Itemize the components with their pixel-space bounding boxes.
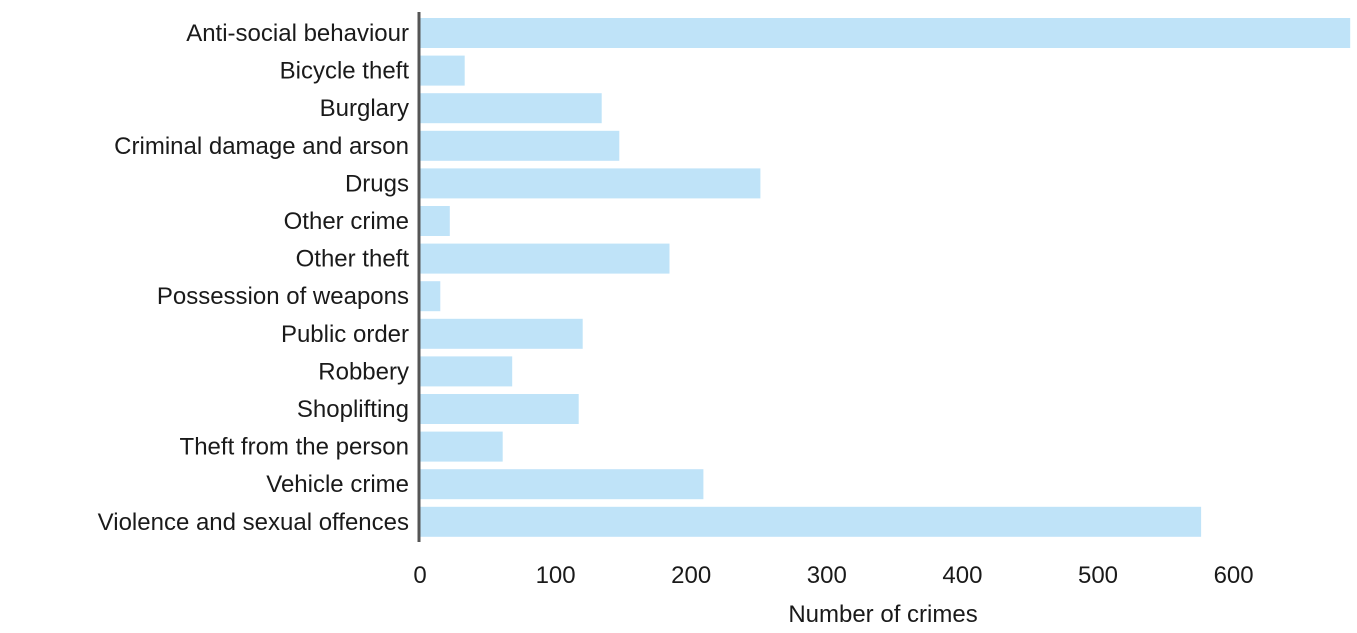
category-label-bicycle-theft: Bicycle theft (280, 58, 410, 85)
category-label-other-crime: Other crime (284, 208, 409, 235)
bar-anti-social-behaviour (420, 18, 1351, 48)
x-tick-label-0: 0 (413, 562, 426, 589)
x-tick-label-300: 300 (807, 562, 847, 589)
x-tick-label-500: 500 (1078, 562, 1118, 589)
category-label-drugs: Drugs (345, 170, 409, 197)
bar-public-order (420, 318, 583, 349)
x-tick-label-600: 600 (1214, 562, 1254, 589)
bar-burglary (420, 93, 602, 124)
bar-other-theft (420, 243, 670, 274)
bar-other-crime (420, 206, 450, 236)
bar-drugs (420, 168, 761, 199)
category-label-theft-from-the-person: Theft from the person (180, 434, 409, 461)
bar-bicycle-theft (420, 55, 465, 86)
bar-criminal-damage-and-arson (420, 130, 620, 161)
category-label-public-order: Public order (281, 321, 409, 348)
bar-theft-from-the-person (420, 431, 503, 462)
x-tick-label-200: 200 (671, 562, 711, 589)
bars-layer (420, 18, 1351, 537)
category-label-criminal-damage-and-arson: Criminal damage and arson (114, 133, 409, 160)
x-tick-label-100: 100 (536, 562, 576, 589)
category-label-robbery: Robbery (318, 358, 409, 385)
category-labels: Anti-social behaviour Bicycle theft Burgla… (98, 20, 410, 536)
bar-violence-and-sexual-offences (420, 506, 1202, 537)
x-axis-title: Number of crimes (788, 601, 977, 628)
bar-possession-of-weapons (420, 281, 441, 312)
category-label-violence-and-sexual-offences: Violence and sexual offences (98, 509, 409, 536)
category-label-burglary: Burglary (320, 95, 409, 122)
category-label-possession-of-weapons: Possession of weapons (157, 283, 409, 310)
x-tick-labels: 0 100 200 300 400 500 600 (413, 562, 1253, 589)
x-tick-label-400: 400 (942, 562, 982, 589)
category-label-other-theft: Other theft (296, 246, 410, 273)
bar-vehicle-crime (420, 469, 704, 500)
bar-robbery (420, 356, 513, 387)
bar-shoplifting (420, 394, 579, 424)
category-label-anti-social-behaviour: Anti-social behaviour (186, 20, 409, 47)
category-label-shoplifting: Shoplifting (297, 396, 409, 423)
category-label-vehicle-crime: Vehicle crime (266, 471, 409, 498)
